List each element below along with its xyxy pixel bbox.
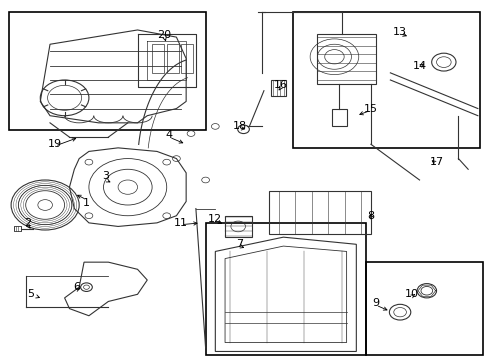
Bar xyxy=(224,216,251,237)
Text: 3: 3 xyxy=(102,171,109,181)
Bar xyxy=(292,12,479,148)
Text: 19: 19 xyxy=(48,139,62,149)
Text: 1: 1 xyxy=(83,198,90,208)
Text: 9: 9 xyxy=(371,298,379,308)
Bar xyxy=(271,80,285,96)
Text: 14: 14 xyxy=(412,61,426,71)
Text: 20: 20 xyxy=(157,30,171,40)
Text: 2: 2 xyxy=(24,218,32,228)
Bar xyxy=(317,33,375,84)
Bar xyxy=(14,226,21,231)
Text: 15: 15 xyxy=(363,104,377,113)
Text: 12: 12 xyxy=(208,214,222,224)
Text: 5: 5 xyxy=(27,289,34,299)
Text: 16: 16 xyxy=(273,80,287,90)
Text: 7: 7 xyxy=(236,239,243,249)
Text: 18: 18 xyxy=(232,121,246,131)
Bar xyxy=(166,44,179,73)
Bar xyxy=(9,12,205,130)
Text: 8: 8 xyxy=(366,211,374,221)
Bar xyxy=(331,109,346,126)
Text: 10: 10 xyxy=(405,289,418,299)
Text: 4: 4 xyxy=(165,130,172,140)
Bar xyxy=(181,44,193,73)
Text: 17: 17 xyxy=(428,157,443,167)
Bar xyxy=(366,262,482,355)
Text: 6: 6 xyxy=(73,282,80,292)
Text: 11: 11 xyxy=(174,218,188,228)
Text: 13: 13 xyxy=(392,27,406,37)
Bar xyxy=(205,223,366,355)
Bar xyxy=(152,44,164,73)
